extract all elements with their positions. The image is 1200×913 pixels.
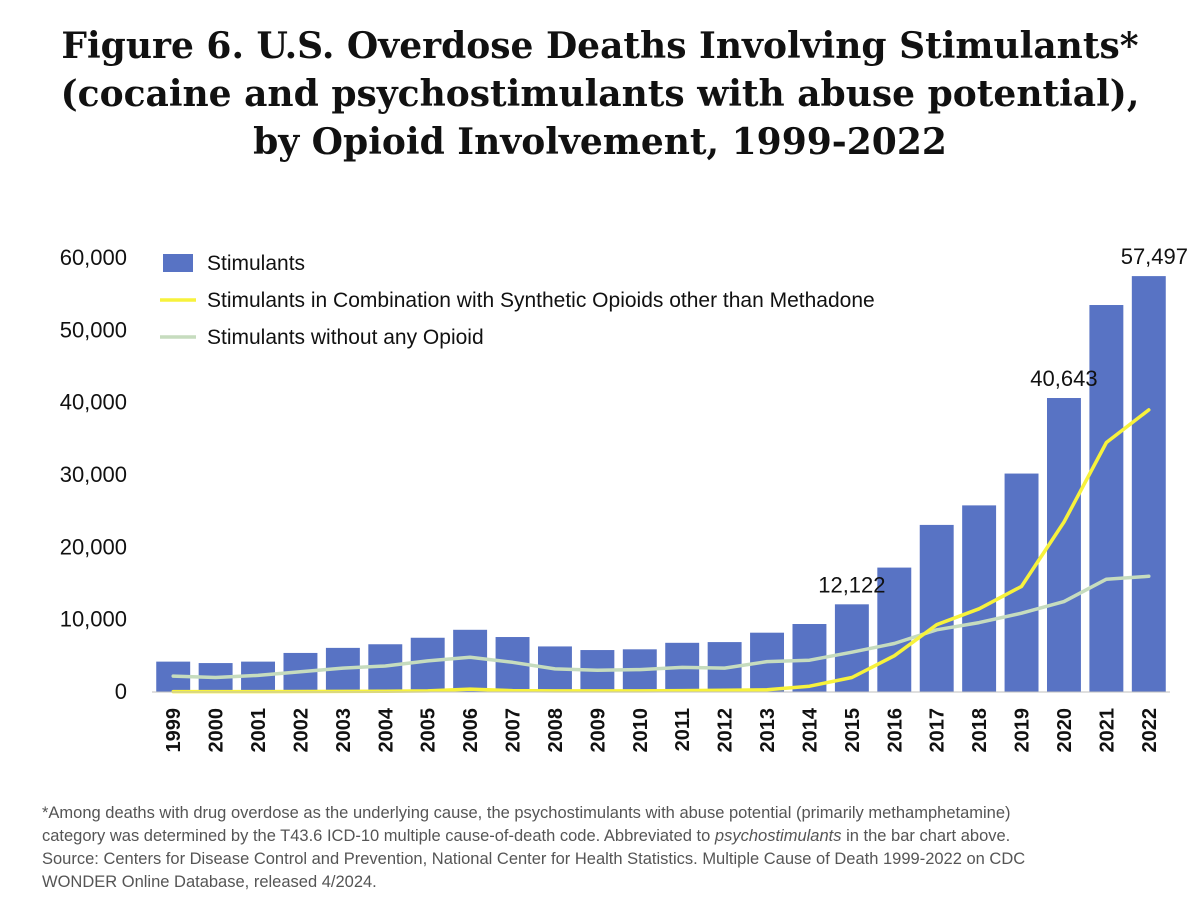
y-tick-label: 20,000 xyxy=(60,534,127,559)
legend-label: Stimulants xyxy=(207,252,305,275)
legend-swatch xyxy=(163,254,193,272)
bar xyxy=(410,637,445,692)
bar xyxy=(1089,305,1124,692)
x-tick-label: 2013 xyxy=(757,708,779,753)
x-tick-label: 2002 xyxy=(290,708,312,753)
x-tick-label: 2009 xyxy=(587,708,609,753)
footnote-line: category was determined by the T43.6 ICD… xyxy=(42,825,1182,848)
line-series xyxy=(171,408,1151,694)
legend-label: Stimulants in Combination with Synthetic… xyxy=(207,289,875,312)
y-tick-label: 40,000 xyxy=(60,390,127,415)
bar xyxy=(1046,398,1081,692)
x-tick-label: 2007 xyxy=(503,708,525,753)
x-tick-label: 2003 xyxy=(333,708,355,753)
legend-label: Stimulants without any Opioid xyxy=(207,326,484,349)
bar xyxy=(877,567,912,692)
x-tick-label: 1999 xyxy=(163,708,185,753)
x-tick-label: 2004 xyxy=(375,707,397,752)
x-tick-label: 2010 xyxy=(630,708,652,753)
series-line xyxy=(171,408,1151,694)
x-tick-label: 2021 xyxy=(1096,708,1118,753)
bar xyxy=(453,629,488,692)
footnote-line: *Among deaths with drug overdose as the … xyxy=(42,804,1011,822)
bar xyxy=(919,524,954,692)
data-label: 12,122 xyxy=(818,572,885,597)
footnote: *Among deaths with drug overdose as the … xyxy=(42,802,1182,894)
x-tick-label: 2006 xyxy=(460,708,482,753)
chart-title-line: (cocaine and psychostimulants with abuse… xyxy=(60,73,1140,115)
data-label: 57,497 xyxy=(1121,244,1188,269)
x-tick-label: 2012 xyxy=(715,708,737,753)
x-axis: 1999 2000 2001 2002 2003 2004 2005 2006 2007 2008… xyxy=(152,691,1170,753)
footnote-text: category was determined by the T43.6 ICD… xyxy=(42,827,715,845)
bar xyxy=(1004,473,1039,692)
y-tick-label: 50,000 xyxy=(60,317,127,342)
y-tick-label: 10,000 xyxy=(60,607,127,632)
x-tick-label: 2017 xyxy=(927,708,949,753)
bar xyxy=(962,505,997,692)
source-line: WONDER Online Database, released 4/2024. xyxy=(42,873,377,891)
x-tick-label: 2001 xyxy=(248,708,270,753)
x-tick-label: 2014 xyxy=(799,707,821,752)
x-tick-label: 2016 xyxy=(884,708,906,753)
y-axis: 0 10,000 20,000 30,000 40,000 50,000 60,000 xyxy=(60,245,127,704)
y-tick-label: 30,000 xyxy=(60,462,127,487)
x-tick-label: 2005 xyxy=(418,708,440,753)
series-line xyxy=(171,574,1151,680)
data-labels: 12,122 40,643 57,497 xyxy=(818,244,1188,597)
x-tick-label: 2022 xyxy=(1139,708,1161,753)
footnote-text: in the bar chart above. xyxy=(841,827,1011,845)
chart-title-line: Figure 6. U.S. Overdose Deaths Involving… xyxy=(61,25,1139,67)
x-tick-label: 2019 xyxy=(1012,708,1034,753)
x-tick-label: 2020 xyxy=(1054,708,1076,753)
footnote-italic-term: psychostimulants xyxy=(714,827,842,845)
x-tick-label: 2018 xyxy=(969,708,991,753)
x-tick-label: 2011 xyxy=(672,708,694,751)
chart-title-line: by Opioid Involvement, 1999-2022 xyxy=(253,121,947,163)
bar xyxy=(1131,276,1166,692)
source-line: Source: Centers for Disease Control and … xyxy=(42,850,1026,868)
y-tick-label: 0 xyxy=(115,679,127,704)
legend: Stimulants Stimulants in Combination with… xyxy=(160,252,875,349)
chart-title: Figure 6. U.S. Overdose Deaths Involving… xyxy=(0,22,1200,166)
x-tick-label: 2000 xyxy=(206,708,228,753)
x-tick-label: 2015 xyxy=(842,708,864,753)
x-tick-label: 2008 xyxy=(545,708,567,753)
y-tick-label: 60,000 xyxy=(60,245,127,270)
data-label: 40,643 xyxy=(1030,366,1097,391)
bar-line-chart: 0 10,000 20,000 30,000 40,000 50,000 60,000 19… xyxy=(60,244,1188,753)
